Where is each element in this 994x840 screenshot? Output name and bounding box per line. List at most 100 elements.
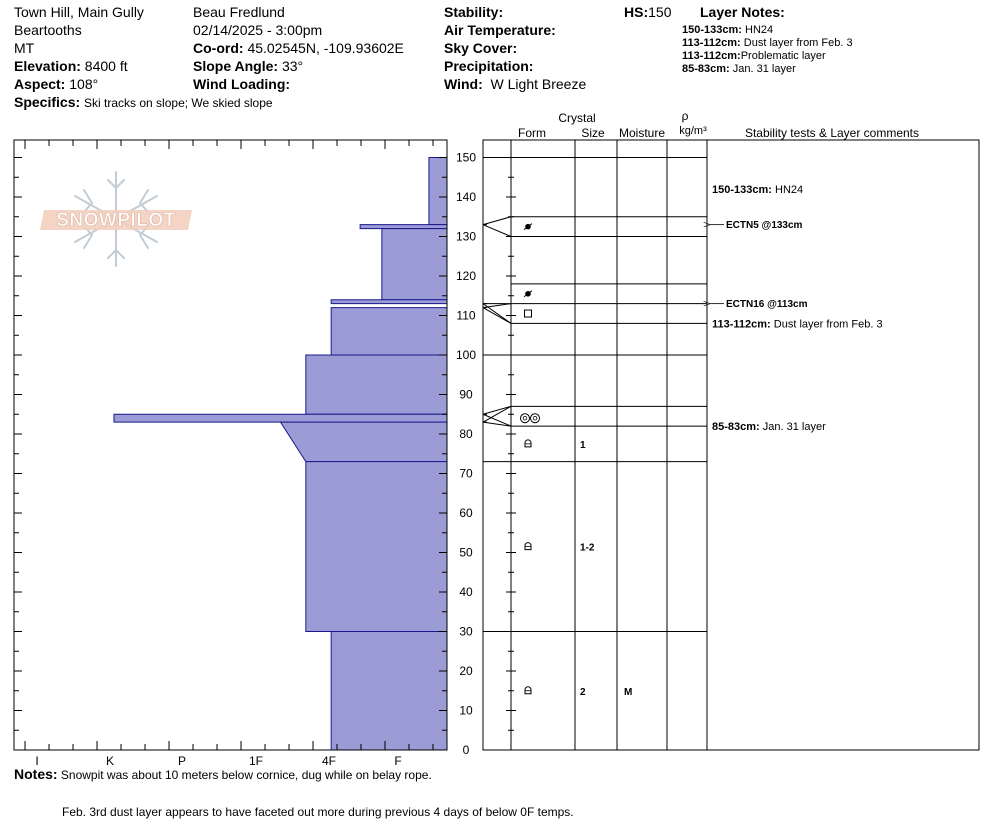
- depth-link-line: [482, 421, 512, 427]
- layer-note-1: 150-133cm: HN24: [682, 24, 774, 36]
- aspect: Aspect: 108°: [14, 75, 98, 93]
- depth-link-line: [482, 224, 512, 237]
- facet-square: [524, 309, 532, 318]
- sky-label: Sky Cover:: [444, 40, 518, 56]
- hardness-label: 1F: [249, 754, 263, 768]
- coord-value: 45.02545N, -109.93602E: [247, 40, 404, 56]
- rime-crystal-symbol: [523, 290, 533, 298]
- rounded-crystal-symbol: [524, 439, 532, 448]
- depth-label: 20: [459, 664, 473, 678]
- hoar-circle-a-inner: [522, 416, 528, 421]
- notes-label: Notes:: [14, 766, 58, 782]
- depth-label: 150: [456, 151, 476, 165]
- elevation-label: Elevation:: [14, 58, 81, 74]
- hardness-bar: [330, 299, 448, 305]
- stability-test-label: ECTN5 @133cm: [726, 220, 803, 231]
- notes: Notes: Snowpit was about 10 meters below…: [14, 766, 432, 782]
- depth-link-line: [482, 303, 512, 309]
- snow-profile-chart: SNOWPILOT I K P 1F 4F F 0 10 20 30 40 50 60 70 80 90 100…: [13, 109, 980, 768]
- wind-value: W Light Breeze: [490, 76, 587, 92]
- depth-label: 100: [456, 348, 476, 362]
- crystal-size: 2: [580, 687, 586, 698]
- wind: Wind: W Light Breeze: [444, 75, 586, 93]
- air-temperature: Air Temperature:: [444, 21, 556, 39]
- precip-label: Precipitation:: [444, 58, 534, 74]
- layer-comment-text: Jan. 31 layer: [760, 421, 826, 433]
- state: MT: [14, 40, 35, 56]
- stability-test-label: ECTN16 @113cm: [726, 299, 808, 310]
- layer-comment: 113-112cm: Dust layer from Feb. 3: [712, 318, 883, 330]
- depth-label: 70: [459, 467, 473, 481]
- hs-value: 150: [648, 4, 672, 20]
- layer-note-4: 85-83cm: Jan. 31 layer: [682, 63, 796, 75]
- layer-comment-text: Dust layer from Feb. 3: [771, 318, 883, 330]
- specifics: Specifics: Ski tracks on slope; We skied…: [14, 93, 273, 112]
- elevation: Elevation: 8400 ft: [14, 57, 128, 75]
- wind-label: Wind:: [444, 76, 483, 92]
- hardness-bar: [381, 228, 448, 301]
- datetime: 02/14/2025 - 3:00pm: [193, 22, 323, 38]
- size-header: Size: [581, 126, 605, 140]
- layer-comment-range: 85-83cm:: [712, 421, 760, 433]
- rime-stroke: [523, 290, 533, 298]
- precipitation: Precipitation:: [444, 57, 533, 75]
- crystal-size: 1-2: [580, 543, 595, 554]
- rounded-outline: [524, 542, 532, 551]
- depth-label: 60: [459, 506, 473, 520]
- rounded-crystal-symbol: [524, 686, 532, 695]
- rounded-outline: [524, 439, 532, 448]
- layer-comment-range: 113-112cm:: [712, 318, 771, 330]
- hoar-circle-b: [530, 413, 540, 424]
- hoar-circle-b-inner: [532, 416, 538, 421]
- elevation-value: 8400 ft: [84, 58, 128, 74]
- crystal-size: 1: [580, 440, 586, 451]
- hardness-label: I: [35, 754, 38, 768]
- depth-link-line: [482, 307, 512, 324]
- layer-table-frame: [482, 139, 980, 751]
- rime-crystal-symbol: [523, 223, 533, 231]
- mountain-range: Beartooths: [14, 22, 82, 38]
- depth-link-line: [482, 405, 512, 415]
- crystal-moisture: M: [624, 687, 632, 698]
- depth-label: 10: [459, 704, 473, 718]
- aspect-value: 108°: [69, 76, 99, 92]
- depth-label: 140: [456, 190, 476, 204]
- crystal-header: Crystal: [558, 111, 595, 125]
- hardness-bar: [305, 461, 448, 632]
- depth-label: 40: [459, 585, 473, 599]
- notes-line-1: Snowpit was about 10 meters below cornic…: [60, 768, 432, 782]
- coord-label: Co-ord:: [193, 40, 244, 56]
- form-header: Form: [518, 126, 546, 140]
- hardness-label: P: [178, 754, 186, 768]
- depth-label: 30: [459, 625, 473, 639]
- rounded-crystal-symbol: [524, 542, 532, 551]
- air-temp-label: Air Temperature:: [444, 22, 556, 38]
- depth-link-line: [482, 405, 512, 423]
- depth-label: 80: [459, 427, 473, 441]
- depth-label: 110: [456, 309, 475, 323]
- hoar-circle-a: [520, 413, 530, 424]
- layer-note-3: 113-112cm:Problematic layer: [682, 50, 826, 62]
- observer: Beau Fredlund: [193, 4, 285, 20]
- depth-label: 120: [456, 269, 476, 283]
- stability-label: Stability:: [444, 4, 504, 20]
- hardness-plot-frame: [13, 139, 448, 751]
- layer-comment-range: 150-133cm:: [712, 184, 772, 196]
- facet-crystal-symbol: [524, 309, 532, 318]
- layer-note-2: 113-112cm: Dust layer from Feb. 3: [682, 37, 853, 49]
- notes-line-2: Feb. 3rd dust layer appears to have face…: [62, 805, 574, 819]
- layer-comment: 85-83cm: Jan. 31 layer: [712, 421, 826, 433]
- snow-height: HS:150: [624, 3, 671, 21]
- hardness-label: 4F: [322, 754, 336, 768]
- hardness-bar: [330, 631, 448, 751]
- surface-hoar-crystal-symbol: [520, 413, 540, 424]
- slope-angle: Slope Angle: 33°: [193, 57, 303, 75]
- density-unit: kg/m³: [679, 125, 707, 137]
- hs-label: HS:: [624, 4, 649, 20]
- rime-stroke: [523, 223, 533, 231]
- coordinates: Co-ord: 45.02545N, -109.93602E: [193, 39, 404, 57]
- specifics-label: Specifics:: [14, 94, 81, 110]
- hardness-bar: [330, 307, 448, 356]
- logo-text: SNOWPILOT: [56, 210, 176, 231]
- depth-label: 50: [459, 546, 473, 560]
